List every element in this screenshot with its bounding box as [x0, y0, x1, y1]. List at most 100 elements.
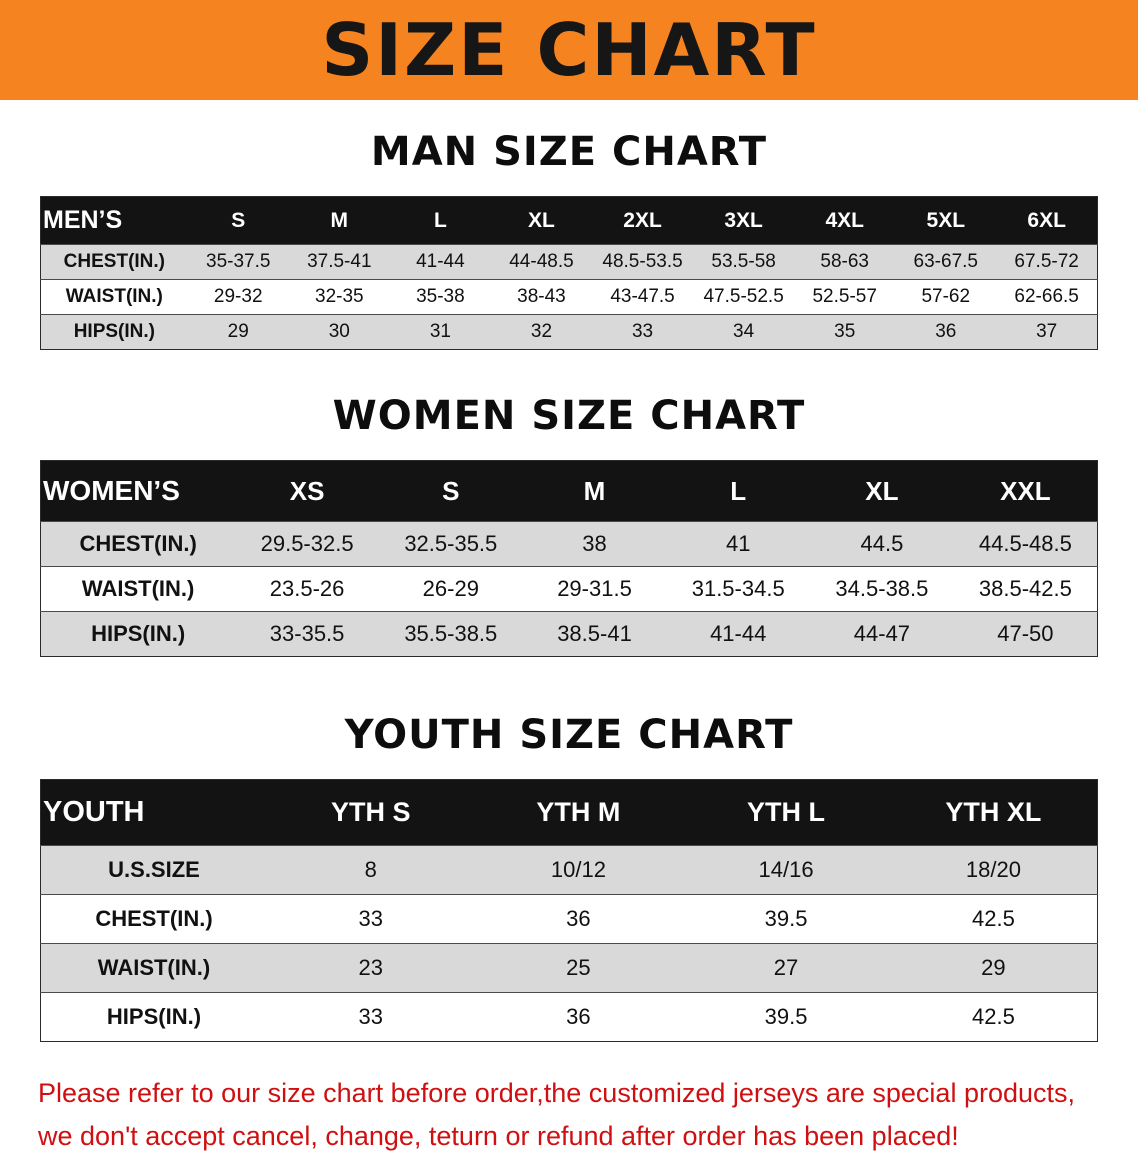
cell-value: 38.5-42.5	[978, 576, 1072, 601]
column-header: S	[187, 196, 289, 245]
column-header: 5XL	[895, 196, 997, 245]
cell-value: 29	[227, 321, 249, 342]
order-notice: Please refer to our size chart before or…	[38, 1072, 1100, 1158]
table-row: WAIST(IN.) 29-32 32-35 35-38 38-43 43-47.5 47.…	[40, 279, 1098, 315]
men-size-chart-section: MAN SIZE CHART MEN’S S M L XL 2XL 3XL 4XL 5XL 6XL…	[0, 130, 1138, 350]
cell-value: 41	[725, 531, 751, 556]
cell-value: 41-44	[710, 621, 767, 646]
table-row: HIPS(IN.) 33-35.5 35.5-38.5 38.5-41 41-44 44-…	[40, 611, 1098, 657]
column-header: 2XL	[592, 196, 694, 245]
cell-value: 57-62	[921, 286, 971, 307]
cell-value: 39.5	[764, 906, 808, 931]
cell-value: 29-32	[213, 286, 263, 307]
column-header: M	[522, 460, 667, 522]
cell-value: 44-47	[853, 621, 911, 646]
cell-value: 62-66.5	[1014, 286, 1079, 307]
cell-value: 30	[328, 321, 350, 342]
cell-value: 33-35.5	[269, 621, 345, 646]
table-row: WAIST(IN.) 23.5-26 26-29 29-31.5 31.5-34.5 34…	[40, 566, 1098, 612]
cell-value: 31	[429, 321, 451, 342]
table-corner-label: MEN’S	[40, 196, 188, 245]
table-row: HIPS(IN.) 29 30 31 32 33 34 35 36 37	[40, 314, 1098, 350]
cell-value: 23.5-26	[269, 576, 345, 601]
cell-value: 36	[566, 1004, 591, 1029]
cell-value: 29	[981, 955, 1006, 980]
cell-value: 63-67.5	[913, 251, 978, 272]
cell-value: 35	[834, 321, 856, 342]
women-section-heading: WOMEN SIZE CHART	[332, 393, 806, 439]
size-chart-banner: SIZE CHART	[0, 0, 1138, 100]
row-label: WAIST(IN.)	[65, 286, 163, 307]
cell-value: 32.5-35.5	[404, 531, 498, 556]
cell-value: 41-44	[416, 251, 465, 272]
cell-value: 53.5-58	[711, 251, 776, 272]
cell-value: 14/16	[758, 857, 814, 882]
cell-value: 25	[566, 955, 591, 980]
row-label: HIPS(IN.)	[73, 321, 155, 342]
table-row: U.S.SIZE 8 10/12 14/16 18/20	[40, 845, 1098, 895]
cell-value: 52.5-57	[812, 286, 877, 307]
cell-value: 31.5-34.5	[691, 576, 785, 601]
row-label: CHEST(IN.)	[63, 251, 165, 272]
cell-value: 8	[364, 857, 377, 882]
cell-value: 37	[1036, 321, 1058, 342]
column-header: M	[288, 196, 390, 245]
cell-value: 47-50	[997, 621, 1054, 646]
header-row: MEN’S S M L XL 2XL 3XL 4XL 5XL 6XL	[40, 196, 1098, 245]
cell-value: 29-31.5	[557, 576, 632, 601]
table-row: CHEST(IN.) 35-37.5 37.5-41 41-44 44-48.5 48.5…	[40, 244, 1098, 280]
column-header: YTH L	[682, 779, 890, 846]
row-label: CHEST(IN.)	[79, 531, 197, 556]
cell-value: 32	[530, 321, 553, 342]
cell-value: 43-47.5	[610, 286, 675, 307]
cell-value: 38	[582, 531, 607, 556]
cell-value: 34	[733, 321, 755, 342]
cell-value: 38.5-41	[557, 621, 632, 646]
row-label: HIPS(IN.)	[91, 621, 186, 646]
cell-value: 29.5-32.5	[260, 531, 354, 556]
cell-value: 33	[631, 321, 654, 342]
column-header: YTH XL	[889, 779, 1098, 846]
cell-value: 44.5-48.5	[978, 531, 1072, 556]
table-corner-label: YOUTH	[40, 779, 267, 846]
notice-line-2: we don't accept cancel, change, teturn o…	[38, 1121, 959, 1152]
cell-value: 23	[358, 955, 384, 980]
cell-value: 36	[566, 906, 591, 931]
column-header: XL	[810, 460, 954, 522]
notice-line-1: Please refer to our size chart before or…	[38, 1078, 1076, 1108]
table-corner-label: WOMEN’S	[40, 460, 236, 522]
cell-value: 35-38	[416, 286, 465, 307]
cell-value: 18/20	[965, 857, 1021, 882]
column-header: L	[389, 196, 491, 245]
page-title: SIZE CHART	[321, 8, 817, 92]
row-label: WAIST(IN.)	[81, 576, 195, 601]
table-row: CHEST(IN.) 33 36 39.5 42.5	[40, 894, 1098, 944]
cell-value: 44.5	[860, 531, 904, 556]
cell-value: 10/12	[550, 857, 606, 882]
youth-size-table: YOUTH YTH S YTH M YTH L YTH XL U.S.SIZE 8 10/12…	[40, 779, 1098, 1042]
column-header: 3XL	[693, 196, 795, 245]
column-header: XXL	[953, 460, 1098, 522]
cell-value: 44-48.5	[509, 251, 574, 272]
cell-value: 33	[358, 906, 384, 931]
column-header: YTH S	[266, 779, 475, 846]
column-header: S	[378, 460, 523, 522]
men-section-heading: MAN SIZE CHART	[370, 129, 768, 175]
cell-value: 39.5	[764, 1004, 808, 1029]
cell-value: 47.5-52.5	[703, 286, 784, 307]
cell-value: 33	[358, 1004, 384, 1029]
cell-value: 36	[935, 321, 957, 342]
column-header: L	[666, 460, 811, 522]
cell-value: 58-63	[820, 251, 869, 272]
cell-value: 48.5-53.5	[602, 251, 683, 272]
column-header: 4XL	[794, 196, 896, 245]
cell-value: 26-29	[422, 576, 479, 601]
row-label: WAIST(IN.)	[97, 955, 211, 980]
header-row: WOMEN’S XS S M L XL XXL	[40, 460, 1098, 522]
cell-value: 35-37.5	[206, 251, 271, 272]
cell-value: 42.5	[972, 906, 1015, 931]
row-label: HIPS(IN.)	[106, 1004, 202, 1029]
women-size-chart-section: WOMEN SIZE CHART WOMEN’S XS S M L XL XXL CHEST(…	[0, 394, 1138, 657]
cell-value: 32-35	[315, 286, 364, 307]
